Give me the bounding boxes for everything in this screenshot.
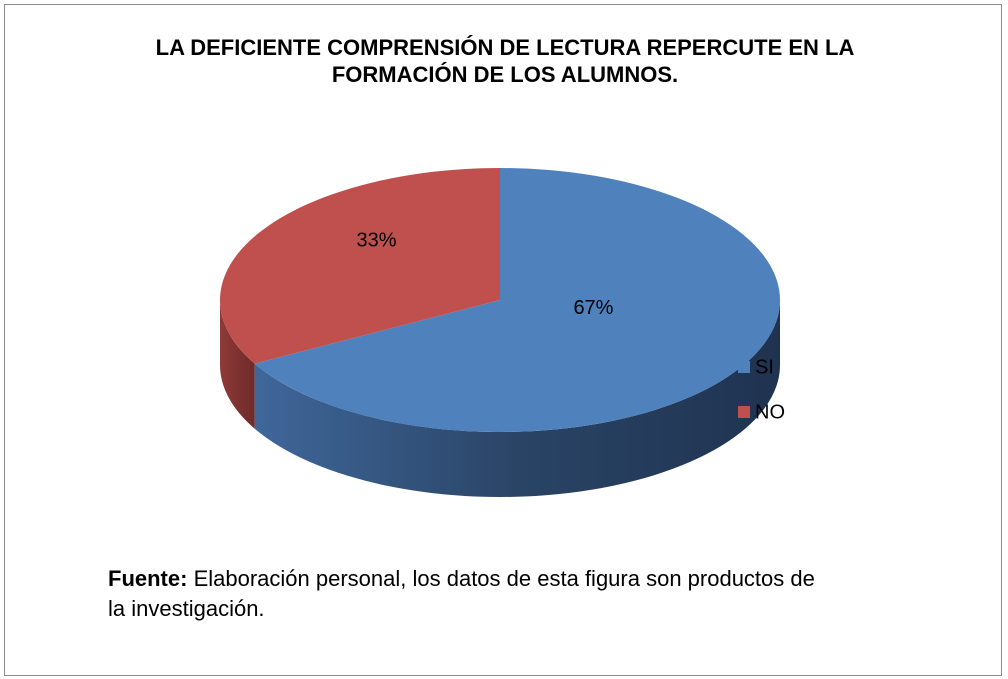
data-label: 67% [573, 297, 613, 319]
source-note: Fuente: Elaboración personal, los datos … [108, 564, 828, 624]
pie-slice [254, 168, 780, 432]
chart-title: LA DEFICIENTE COMPRENSIÓN DE LECTURA REP… [155, 35, 855, 87]
legend-label: NO [755, 401, 785, 423]
data-label: 33% [357, 230, 397, 252]
frame [4, 4, 1002, 676]
source-label: Fuente: [108, 566, 188, 591]
legend-swatch [738, 406, 750, 418]
pie-side [220, 300, 255, 429]
source-text: Elaboración personal, los datos de esta … [108, 566, 815, 621]
legend-swatch [738, 361, 750, 373]
legend-label: SI [755, 356, 774, 378]
pie-side [254, 300, 780, 497]
pie-slice [219, 168, 500, 364]
